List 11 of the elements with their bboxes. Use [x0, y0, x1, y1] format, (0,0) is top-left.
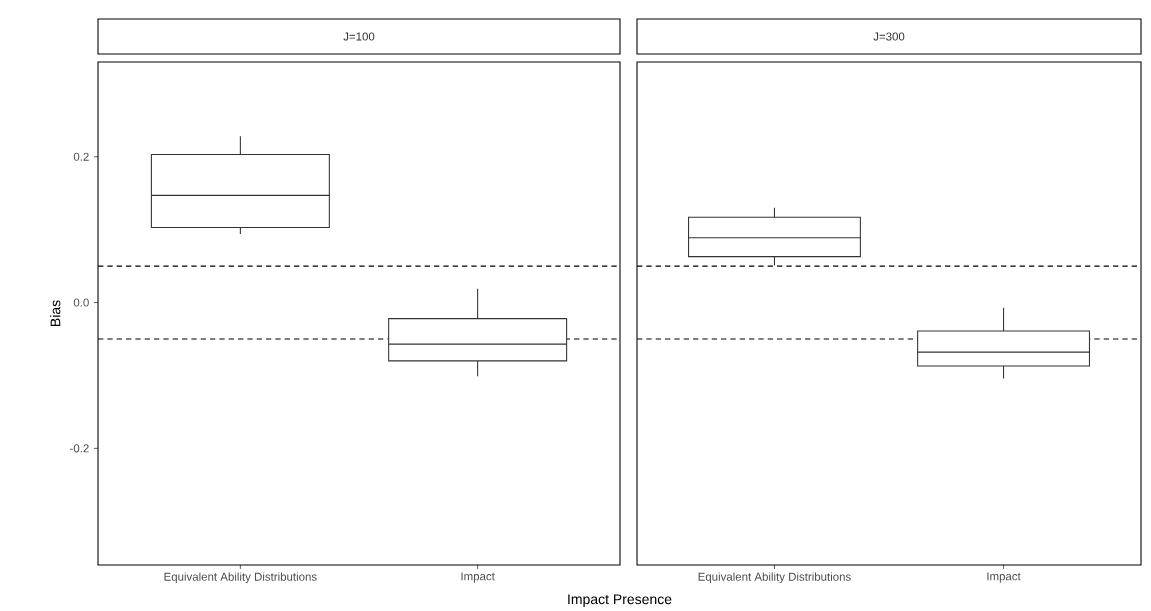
- x-axis-title: Impact Presence: [568, 594, 672, 607]
- x-tick-label: Equivalent Ability Distributions: [698, 572, 851, 584]
- y-tick-label: -0.2: [70, 444, 89, 453]
- y-axis-title: Bias: [50, 300, 61, 326]
- chart-title: J=300: [873, 32, 905, 41]
- y-tick-label: 0.2: [73, 152, 89, 161]
- x-tick-label: Impact: [461, 572, 495, 583]
- x-tick-label: Equivalent Ability Distributions: [164, 572, 317, 584]
- chart-title: J=100: [343, 32, 375, 41]
- y-tick-label: 0.0: [73, 298, 89, 307]
- x-tick-label: Impact: [987, 572, 1021, 583]
